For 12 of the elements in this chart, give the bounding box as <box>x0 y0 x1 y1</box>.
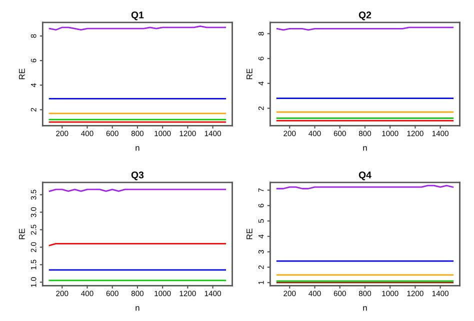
y-axis-title: RE <box>246 228 252 240</box>
x-axis-title: n <box>136 306 140 311</box>
chart-title: Q1 <box>131 12 144 20</box>
chart-title: Q4 <box>358 172 372 180</box>
chart-title: Q3 <box>131 172 144 180</box>
y-axis-title: RE <box>19 228 25 240</box>
x-axis-title: n <box>136 146 140 151</box>
y-axis-title: RE <box>19 68 25 80</box>
x-axis-title: n <box>363 306 367 311</box>
y-axis-title: RE <box>246 68 252 80</box>
x-axis-title: n <box>363 146 367 151</box>
chart-title: Q2 <box>358 12 372 20</box>
